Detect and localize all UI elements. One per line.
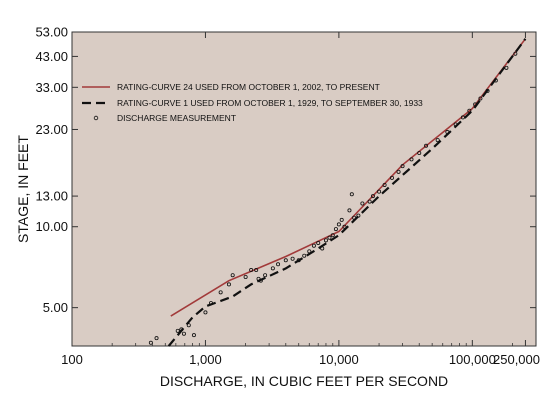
discharge-measurement-point bbox=[336, 222, 341, 227]
discharge-measurement-point bbox=[352, 215, 357, 220]
discharge-measurement-point bbox=[191, 333, 196, 338]
legend-swatch-measurement bbox=[93, 115, 99, 121]
discharge-measurement-point bbox=[460, 115, 465, 120]
discharge-measurement-point bbox=[181, 331, 186, 336]
discharge-measurement-point bbox=[226, 282, 231, 287]
discharge-measurement-point bbox=[370, 194, 375, 199]
x-axis-title: DISCHARGE, IN CUBIC FEET PER SECOND bbox=[160, 373, 448, 389]
discharge-measurement-point bbox=[175, 328, 180, 333]
discharge-measurement-point bbox=[360, 201, 365, 206]
discharge-measurement-point bbox=[382, 182, 387, 187]
discharge-measurement-point bbox=[485, 88, 490, 93]
rating-curve-1-line bbox=[167, 38, 527, 347]
legend-label: DISCHARGE MEASUREMENT bbox=[117, 113, 236, 123]
discharge-measurement-point bbox=[270, 266, 275, 271]
x-tick-label: 100,000 bbox=[449, 352, 496, 367]
discharge-measurement-point bbox=[513, 51, 518, 56]
discharge-measurement-point bbox=[249, 268, 254, 273]
discharge-measurement-point bbox=[356, 213, 361, 218]
y-tick-label: 23.00 bbox=[35, 122, 68, 137]
discharge-measurement-point bbox=[435, 138, 440, 143]
discharge-measurement-point bbox=[339, 217, 344, 222]
y-tick-label: 33.00 bbox=[35, 80, 68, 95]
discharge-measurement-point bbox=[302, 253, 307, 258]
discharge-measurement-point bbox=[349, 192, 354, 197]
discharge-measurement-point bbox=[254, 268, 259, 273]
discharge-measurement-point bbox=[333, 227, 338, 232]
discharge-measurement-point bbox=[263, 273, 268, 278]
discharge-measurement-point bbox=[409, 157, 414, 162]
x-tick-label: 10,000 bbox=[319, 352, 359, 367]
discharge-measurement-point bbox=[396, 169, 401, 174]
discharge-measurement-point bbox=[258, 278, 263, 283]
discharge-measurement-point bbox=[453, 122, 458, 127]
discharge-measurement-point bbox=[179, 327, 184, 332]
discharge-measurement-point bbox=[154, 336, 159, 341]
discharge-measurement-point bbox=[316, 240, 321, 245]
discharge-measurement-point bbox=[290, 256, 295, 261]
discharge-measurement-point bbox=[417, 151, 422, 156]
discharge-measurement-point bbox=[276, 262, 281, 267]
series-layer bbox=[148, 38, 527, 347]
discharge-measurement-point bbox=[330, 233, 335, 238]
discharge-measurement-point bbox=[323, 238, 328, 243]
discharge-measurement-point bbox=[400, 164, 405, 169]
legend-label: RATING-CURVE 1 USED FROM OCTOBER 1, 1929… bbox=[117, 98, 423, 108]
discharge-measurement-point bbox=[203, 310, 208, 315]
discharge-measurement-point bbox=[389, 175, 394, 180]
x-tick-label: 250,000 bbox=[493, 352, 540, 367]
rating-curve-24-line bbox=[170, 38, 527, 317]
discharge-measurement-point bbox=[467, 108, 472, 113]
discharge-measurement-point bbox=[186, 323, 191, 328]
discharge-measurement-point bbox=[504, 65, 509, 70]
y-axis-title: STAGE, IN FEET bbox=[15, 135, 31, 243]
discharge-measurement-point bbox=[367, 199, 372, 204]
discharge-measurement-point bbox=[347, 208, 352, 213]
y-tick-label: 10.00 bbox=[35, 219, 68, 234]
x-tick-label: 1,000 bbox=[189, 352, 222, 367]
discharge-measurement-point bbox=[283, 258, 288, 263]
discharge-measurement-point bbox=[493, 78, 498, 83]
y-tick-label: 43.00 bbox=[35, 49, 68, 64]
x-tick-label: 100 bbox=[61, 352, 83, 367]
y-tick-label: 5.00 bbox=[43, 300, 68, 315]
discharge-measurement-point bbox=[218, 290, 223, 295]
discharge-measurement-point bbox=[230, 273, 235, 278]
legend: RATING-CURVE 24 USED FROM OCTOBER 1, 200… bbox=[82, 82, 423, 123]
measurement-points bbox=[148, 51, 518, 345]
discharge-measurement-point bbox=[296, 258, 301, 263]
discharge-measurement-point bbox=[473, 102, 478, 107]
discharge-measurement-point bbox=[478, 96, 483, 101]
discharge-measurement-point bbox=[307, 249, 312, 254]
discharge-measurement-point bbox=[424, 143, 429, 148]
discharge-measurement-point bbox=[377, 189, 382, 194]
discharge-measurement-point bbox=[208, 301, 213, 306]
y-tick-label: 53.00 bbox=[35, 25, 68, 40]
discharge-measurement-point bbox=[327, 235, 332, 240]
y-tick-label: 13.00 bbox=[35, 189, 68, 204]
discharge-measurement-point bbox=[148, 340, 153, 345]
discharge-measurement-point bbox=[445, 130, 450, 135]
legend-label: RATING-CURVE 24 USED FROM OCTOBER 1, 200… bbox=[117, 82, 380, 92]
discharge-measurement-point bbox=[320, 246, 325, 251]
plot-area bbox=[71, 31, 537, 347]
discharge-measurement-point bbox=[342, 224, 347, 229]
discharge-measurement-point bbox=[243, 275, 248, 280]
discharge-measurement-point bbox=[311, 243, 316, 248]
